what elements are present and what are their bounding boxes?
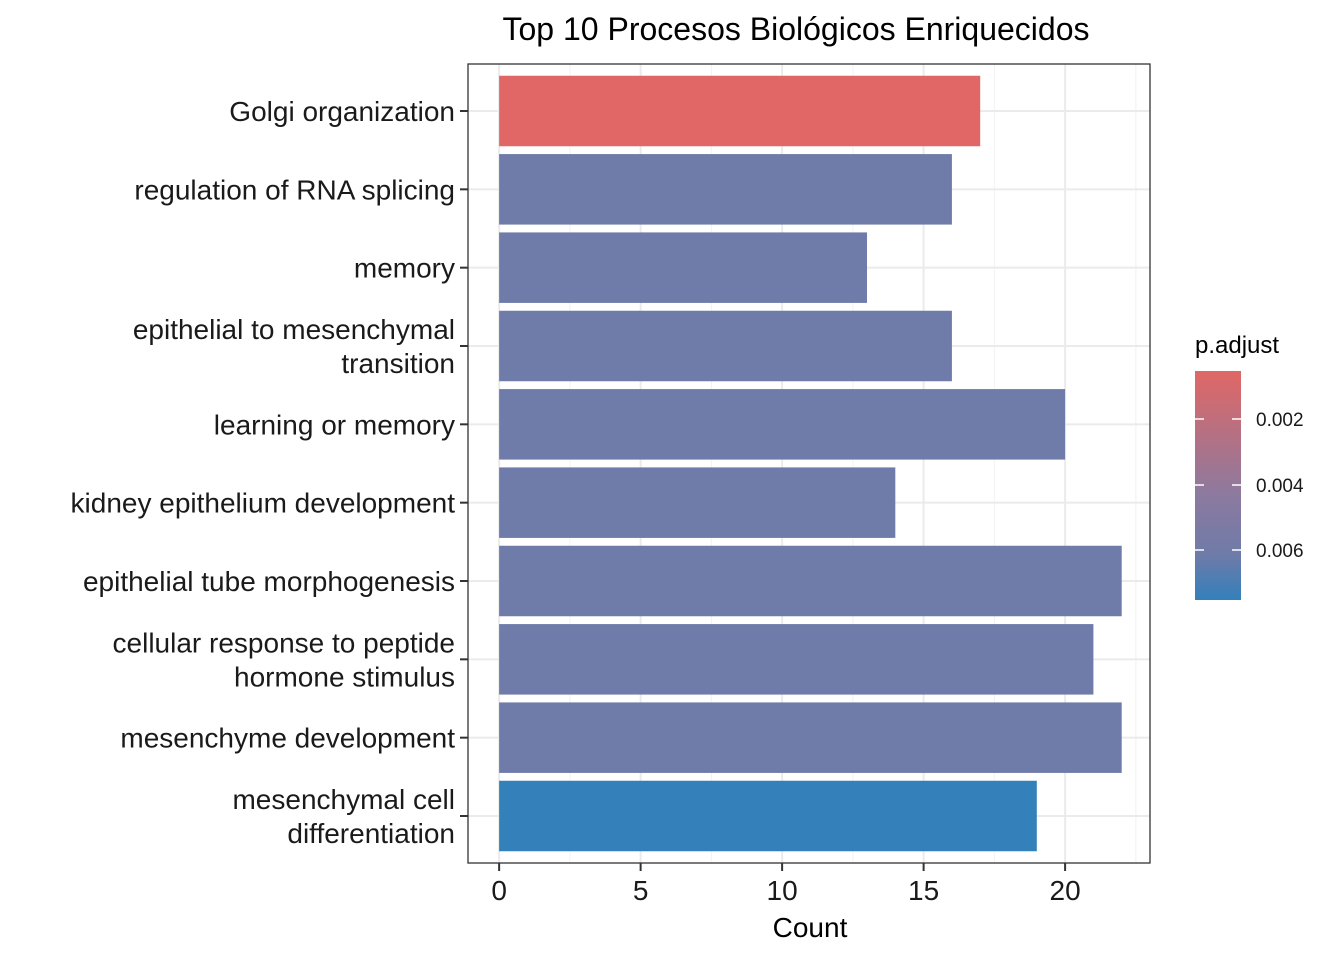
- x-tick-label: 10: [767, 875, 798, 906]
- legend-tick-label: 0.006: [1256, 541, 1304, 562]
- legend-tick-label: 0.002: [1256, 410, 1304, 431]
- bar: [499, 702, 1122, 773]
- x-axis: 0 5 10 15 20: [491, 863, 1081, 906]
- y-tick-label: memory: [354, 253, 455, 284]
- legend-title: p.adjust: [1195, 332, 1279, 359]
- x-tick-label: 5: [633, 875, 649, 906]
- bar: [499, 389, 1066, 460]
- x-tick-label: 0: [491, 875, 507, 906]
- x-tick-label: 15: [908, 875, 939, 906]
- color-legend: p.adjust 0.002 0.004 0.006: [1195, 332, 1304, 600]
- y-tick-label: mesenchymal cell differentiation: [232, 784, 455, 849]
- x-axis-title: Count: [773, 912, 848, 943]
- bar: [499, 232, 868, 303]
- y-tick-label: kidney epithelium development: [71, 488, 456, 519]
- chart-title: Top 10 Procesos Biológicos Enriquecidos: [503, 11, 1090, 47]
- y-tick-label: Golgi organization: [229, 96, 455, 127]
- legend-tick-label: 0.004: [1256, 476, 1304, 497]
- bar: [499, 75, 981, 147]
- plot-panel: [467, 63, 1151, 864]
- bar: [499, 154, 952, 225]
- bar: [499, 545, 1122, 617]
- y-tick-label: regulation of RNA splicing: [134, 174, 455, 205]
- bar: [499, 310, 952, 382]
- bar: [499, 624, 1094, 695]
- y-tick-label: cellular response to peptide hormone stim…: [113, 627, 455, 692]
- y-tick-label: epithelial to mesenchymal transition: [133, 314, 455, 379]
- panel-border: [467, 63, 1151, 864]
- y-tick-label: learning or memory: [214, 409, 455, 440]
- y-tick-label: mesenchyme development: [120, 723, 455, 754]
- y-axis: Golgi organization regulation of RNA spli…: [71, 96, 468, 849]
- x-tick-label: 20: [1050, 875, 1081, 906]
- bar: [499, 467, 896, 538]
- y-tick-label: epithelial tube morphogenesis: [83, 566, 455, 597]
- bar: [499, 780, 1037, 852]
